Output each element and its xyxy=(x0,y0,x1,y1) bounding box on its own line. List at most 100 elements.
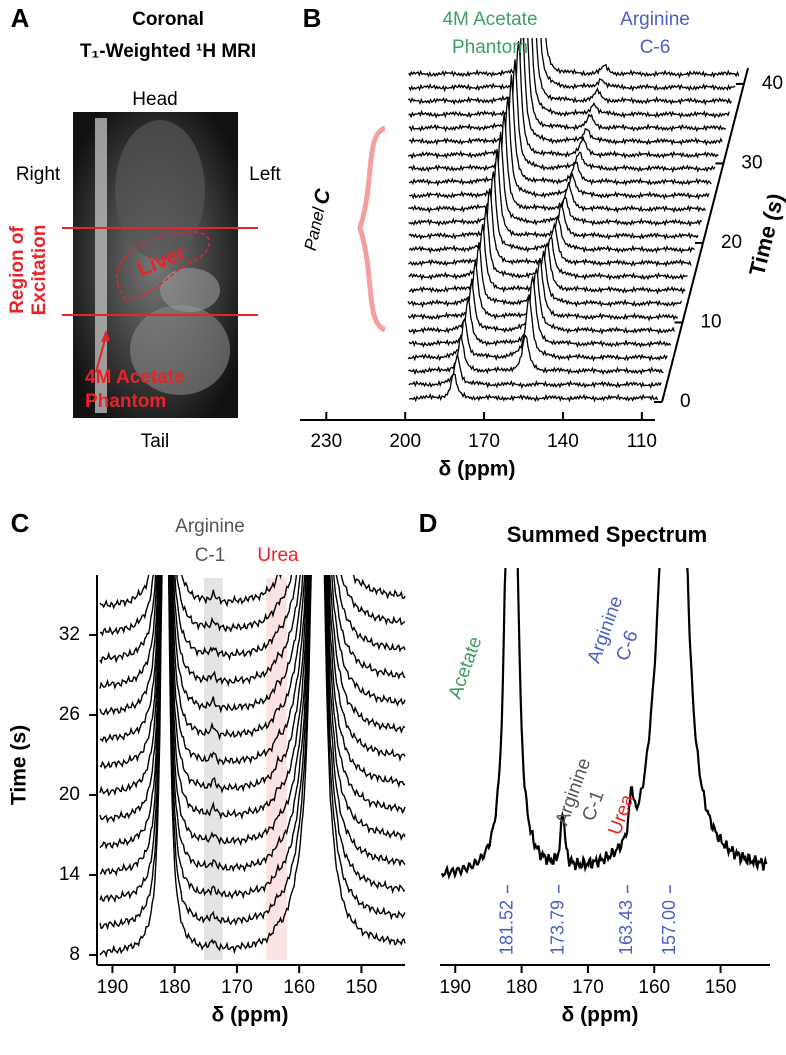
peak-position: 163.43 xyxy=(616,900,636,955)
spectrum xyxy=(408,38,723,146)
spectrum xyxy=(408,334,664,376)
t-tick-label: 20 xyxy=(721,232,742,253)
orientation-label: Head xyxy=(132,89,177,110)
spectrum xyxy=(407,41,719,160)
spectrum xyxy=(408,267,675,336)
panel-ref: PanelC xyxy=(299,186,335,253)
x-tick-label: 180 xyxy=(159,977,191,998)
t-axis-label: Time (s) xyxy=(744,191,786,279)
peak-label: Arginine xyxy=(620,9,690,30)
peak-label: 4M Acetate xyxy=(442,9,537,30)
t-tick-label: 30 xyxy=(741,152,762,173)
x-tick-label: 150 xyxy=(346,977,378,998)
spectrum xyxy=(408,96,710,201)
x-axis-label: δ (ppm) xyxy=(212,1004,289,1027)
peak-label: C-6 xyxy=(640,37,671,58)
panel-title: Summed Spectrum xyxy=(507,522,708,547)
spectrum xyxy=(99,575,406,610)
y-axis-label: Time (s) xyxy=(8,725,31,805)
spectrum xyxy=(407,257,679,322)
x-tick-label: 110 xyxy=(627,431,657,452)
spectrum xyxy=(99,575,406,744)
spectrum xyxy=(408,276,672,349)
spectrum xyxy=(99,575,406,904)
spectrum xyxy=(408,38,740,79)
x-tick-label: 190 xyxy=(439,977,471,998)
spectrum xyxy=(407,245,683,309)
urea-band xyxy=(266,578,287,960)
spectrum xyxy=(99,575,406,931)
region-label: Region of xyxy=(7,226,28,314)
x-tick-label: 180 xyxy=(506,977,538,998)
phantom-label: 4M Acetate xyxy=(85,367,185,388)
panel-title: Coronal xyxy=(132,9,204,30)
spectrum xyxy=(99,575,406,690)
waterfall xyxy=(407,38,740,403)
spectrum xyxy=(408,269,675,335)
t-tick-label: 0 xyxy=(680,391,691,412)
spectrum xyxy=(99,575,406,959)
x-tick-label: 160 xyxy=(638,977,670,998)
x-axis-label: δ (ppm) xyxy=(562,1004,639,1027)
spectrum xyxy=(99,575,406,665)
t-axis xyxy=(661,67,749,403)
t-tick-label: 40 xyxy=(762,73,783,94)
spectrum xyxy=(408,131,703,228)
spectrum xyxy=(99,575,406,797)
x-tick-label: 140 xyxy=(547,431,579,452)
t-tick-label: 10 xyxy=(700,311,721,332)
spectrum xyxy=(408,38,730,119)
panel-letter: A xyxy=(11,3,30,33)
x-tick-label: 190 xyxy=(97,977,129,998)
x-tick-label: 160 xyxy=(283,977,315,998)
spectrum xyxy=(408,354,662,389)
spectrum xyxy=(408,373,659,403)
spectrum xyxy=(408,113,706,214)
peak-label: Urea xyxy=(257,545,299,566)
spectrum xyxy=(408,74,712,187)
x-tick-label: 170 xyxy=(221,977,253,998)
spectrum xyxy=(99,575,406,824)
spectrum xyxy=(408,38,727,133)
peak-label: Urea xyxy=(605,791,639,837)
spectrum xyxy=(408,38,736,93)
peak-position: 181.52 xyxy=(496,900,516,955)
peak-label: Phantom xyxy=(452,37,528,58)
spectrum xyxy=(99,575,406,637)
stacked-spectra xyxy=(99,575,406,960)
spectrum xyxy=(440,568,768,880)
panel-ref-letter: C xyxy=(309,186,335,206)
spectrum xyxy=(99,575,406,716)
x-tick-label: 230 xyxy=(310,431,342,452)
peak-label: C-6 xyxy=(612,628,642,664)
peak-position: 173.79 xyxy=(548,900,568,955)
panel-letter: C xyxy=(11,508,30,538)
phantom-label: Phantom xyxy=(85,391,166,412)
spectrum xyxy=(99,575,406,850)
y-tick-label: 26 xyxy=(59,704,80,725)
spectrum xyxy=(99,575,406,877)
spectrum xyxy=(409,374,658,402)
x-tick-label: 150 xyxy=(705,977,737,998)
x-tick-label: 200 xyxy=(389,431,421,452)
peak-label: C-1 xyxy=(195,545,226,566)
y-tick-label: 20 xyxy=(59,784,80,805)
orientation-label: Tail xyxy=(141,431,170,452)
panel-subtitle: T₁-Weighted ¹H MRI xyxy=(80,41,256,62)
spectrum xyxy=(407,294,668,362)
peak-position: 157.00 xyxy=(659,900,679,955)
region-label: Excitation xyxy=(29,225,50,316)
mri-image xyxy=(62,112,258,418)
panel-letter: B xyxy=(303,3,322,33)
spectrum xyxy=(408,224,686,295)
spectrum xyxy=(407,38,733,106)
c1-band xyxy=(203,578,223,960)
spectrum xyxy=(408,258,678,321)
x-axis-label: δ (ppm) xyxy=(439,458,516,481)
peak-label: Acetate xyxy=(445,634,487,702)
spectrum xyxy=(99,575,406,770)
panel-letter: D xyxy=(419,508,438,538)
orientation-label: Left xyxy=(249,164,281,185)
brace xyxy=(357,125,387,333)
